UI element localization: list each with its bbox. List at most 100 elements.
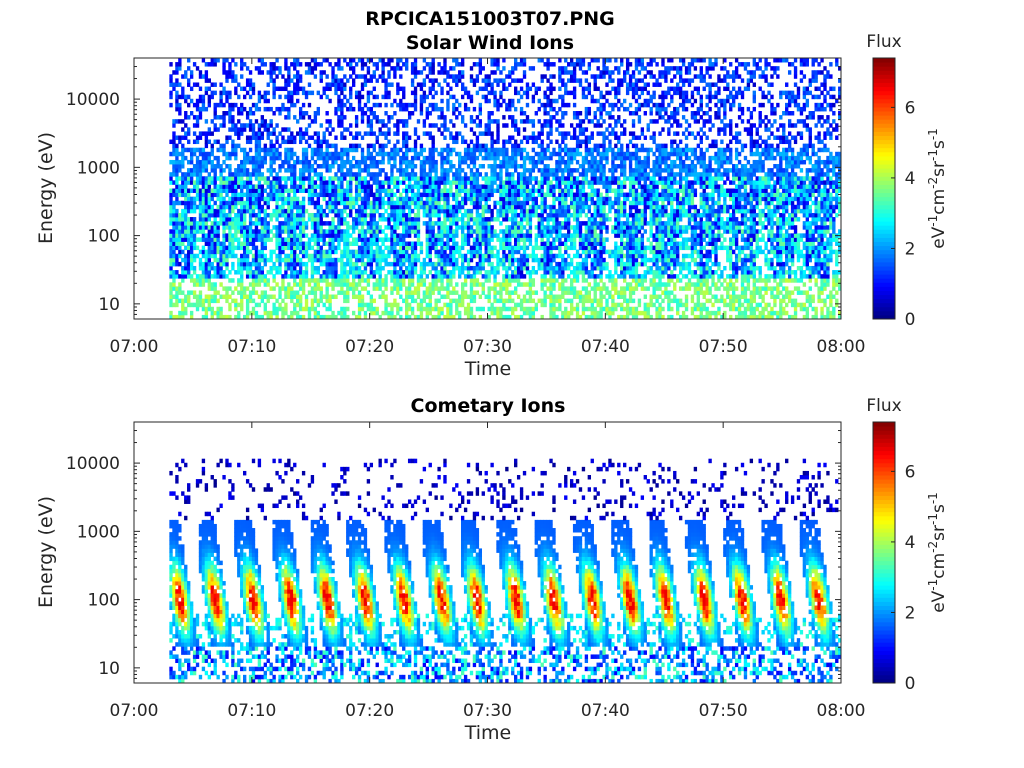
spectrogram-cell xyxy=(514,66,518,71)
spectrogram-cell xyxy=(331,159,335,165)
spectrogram-cell xyxy=(428,221,432,226)
spectrogram-cell xyxy=(354,208,359,214)
spectrogram-cell xyxy=(505,241,509,246)
spectrogram-cell xyxy=(290,245,294,251)
spectrogram-cell xyxy=(449,306,453,312)
spectrogram-cell xyxy=(366,115,371,120)
spectrogram-cell xyxy=(210,204,214,210)
spectrogram-cell xyxy=(269,70,273,75)
spectrogram-cell xyxy=(307,241,312,246)
spectrogram-cell xyxy=(528,196,533,202)
spectrogram-cell xyxy=(522,208,527,214)
spectrogram-cell xyxy=(195,66,200,71)
spectrogram-cell xyxy=(263,106,267,112)
spectrogram-cell xyxy=(381,119,385,124)
spectrogram-cell xyxy=(248,119,253,124)
spectrogram-cell xyxy=(381,147,385,153)
spectrogram-cell xyxy=(210,168,214,173)
spectrogram-cell xyxy=(319,188,323,193)
spectrogram-cell xyxy=(257,237,262,242)
spectrogram-cell xyxy=(304,168,309,173)
spectrogram-cell xyxy=(519,298,524,304)
spectrogram-cell xyxy=(237,225,241,230)
spectrogram-cell xyxy=(313,147,318,153)
spectrogram-cell xyxy=(514,127,518,132)
spectrogram-cell xyxy=(204,253,209,259)
spectrogram-cell xyxy=(260,188,265,193)
spectrogram-cell xyxy=(360,294,365,300)
spectrogram-cell xyxy=(516,204,521,210)
spectrogram-cell xyxy=(437,62,441,67)
spectrogram-cell xyxy=(375,221,379,226)
spectrogram-cell xyxy=(475,135,480,140)
spectrogram-cell xyxy=(514,225,518,230)
spectrogram-cell xyxy=(349,233,353,238)
spectrogram-cell xyxy=(198,249,203,255)
spectrogram-cell xyxy=(481,131,485,136)
spectrogram-cell xyxy=(534,196,538,202)
spectrogram-cell xyxy=(516,147,521,153)
spectrogram-cell xyxy=(290,257,294,263)
spectrogram-cell xyxy=(284,106,288,112)
spectrogram-cell xyxy=(310,286,315,291)
spectrogram-cell xyxy=(375,172,379,177)
spectrogram-cell xyxy=(216,221,220,226)
spectrogram-cell xyxy=(169,298,173,304)
spectrogram-cell xyxy=(269,192,273,198)
spectrogram-cell xyxy=(458,78,462,83)
spectrogram-cell xyxy=(425,290,429,295)
spectrogram-cell xyxy=(260,94,265,100)
spectrogram-cell xyxy=(301,204,306,210)
spectrogram-cell xyxy=(198,217,203,222)
spectrogram-cell xyxy=(210,143,214,149)
spectrogram-cell xyxy=(331,180,335,185)
spectrogram-cell xyxy=(201,131,206,136)
spectrogram-cell xyxy=(407,290,412,295)
spectrogram-cell xyxy=(337,119,341,124)
spectrogram-cell xyxy=(178,139,182,145)
spectrogram-cell xyxy=(410,310,415,316)
spectrogram-cell xyxy=(213,115,217,120)
spectrogram-cell xyxy=(287,176,291,181)
spectrogram-cell xyxy=(287,241,291,246)
spectrogram-cell xyxy=(240,176,244,181)
spectrogram-cell xyxy=(192,290,197,295)
spectrogram-cell xyxy=(478,172,483,177)
spectrogram-cell xyxy=(263,208,267,214)
spectrogram-cell xyxy=(384,192,388,198)
spectrogram-cell xyxy=(316,151,320,157)
spectrogram-cell xyxy=(334,192,338,198)
spectrogram-cell xyxy=(437,286,441,291)
spectrogram-cell xyxy=(516,98,521,104)
spectrogram-cell xyxy=(484,127,488,132)
spectrogram-cell xyxy=(449,164,453,169)
spectrogram-cell xyxy=(296,241,300,246)
spectrogram-cell xyxy=(322,270,326,275)
spectrogram-cell xyxy=(189,314,194,320)
spectrogram-cell xyxy=(210,62,214,67)
spectrogram-cell xyxy=(431,245,435,251)
spectrogram-cell xyxy=(360,188,365,193)
spectrogram-cell xyxy=(298,74,303,79)
spectrogram-cell xyxy=(346,314,350,320)
spectrogram-cell xyxy=(310,66,315,71)
spectrogram-cell xyxy=(231,200,235,206)
spectrogram-cell xyxy=(460,180,465,185)
spectrogram-cell xyxy=(372,155,376,161)
spectrogram-cell xyxy=(490,188,494,193)
spectrogram-cell xyxy=(455,306,459,312)
spectrogram-cell xyxy=(351,261,356,267)
spectrogram-cell xyxy=(419,265,424,271)
spectrogram-cell xyxy=(234,123,238,128)
spectrogram-cell xyxy=(369,119,374,124)
spectrogram-cell xyxy=(360,66,365,71)
spectrogram-cell xyxy=(322,294,326,300)
spectrogram-cell xyxy=(525,270,530,275)
spectrogram-cell xyxy=(534,257,538,263)
spectrogram-cell xyxy=(460,184,465,189)
spectrogram-cell xyxy=(354,217,359,222)
spectrogram-cell xyxy=(422,98,427,104)
spectrogram-cell xyxy=(402,131,406,136)
spectrogram-cell xyxy=(399,119,403,124)
spectrogram-cell xyxy=(516,164,521,169)
